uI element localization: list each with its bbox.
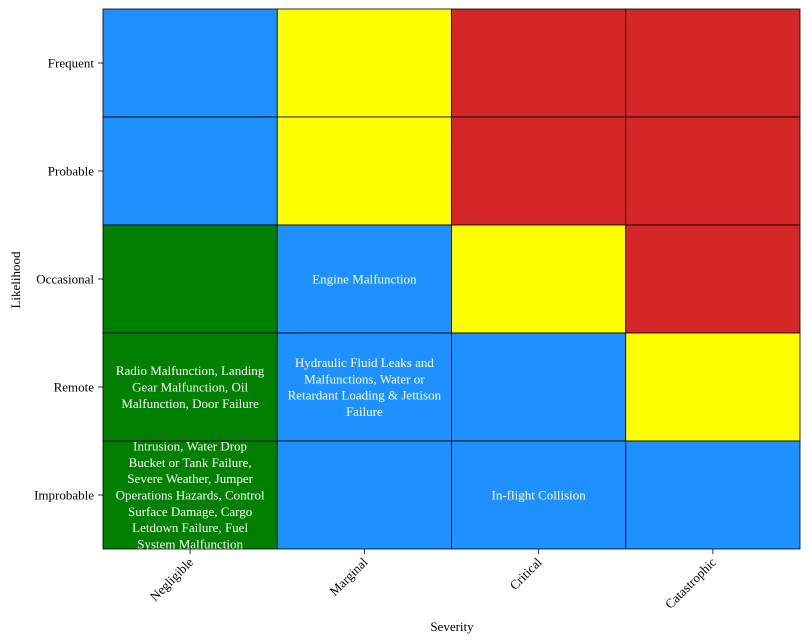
cell-annotation-remote-negligible: Radio Malfunction, Landing Gear Malfuncti… — [116, 363, 265, 411]
cell-occasional-negligible — [102, 224, 278, 334]
cell-annotation-line: Malfunctions, Water or — [304, 371, 425, 386]
cell-annotation-improbable-critical: In-flight Collision — [492, 488, 587, 503]
cell-annotation-line: Operations Hazards, Control — [116, 488, 265, 503]
cell-frequent-marginal — [276, 8, 452, 118]
cell-annotation-line: Surface Damage, Cargo — [128, 504, 252, 519]
cell-annotation-line: Radio Malfunction, Landing — [116, 363, 265, 378]
cell-annotation-line: Bucket or Tank Failure, — [129, 455, 252, 470]
cell-improbable-catastrophic — [625, 440, 801, 550]
cell-frequent-negligible — [102, 8, 278, 118]
cell-annotation-occasional-marginal: Engine Malfunction — [312, 272, 417, 287]
cell-annotation-line: In-flight Collision — [492, 488, 587, 503]
cell-remote-catastrophic — [625, 332, 801, 442]
cell-annotation-line: Failure — [346, 404, 383, 419]
cell-probable-catastrophic — [625, 116, 801, 226]
cell-frequent-critical — [451, 8, 627, 118]
y-axis-title: Likelihood — [8, 251, 23, 309]
cell-improbable-critical — [451, 440, 627, 550]
cell-annotation-line: Retardant Loading & Jettison — [288, 388, 442, 403]
y-tick-label-probable: Probable — [48, 164, 94, 179]
y-axis-ticks: Frequent Probable Occasional Remote Improbab… — [34, 56, 103, 503]
heatmap-cells — [102, 8, 801, 550]
cell-occasional-catastrophic — [625, 224, 801, 334]
cell-annotation-line: Intrusion, Water Drop — [133, 439, 247, 454]
cell-probable-critical — [451, 116, 627, 226]
x-tick-label-catastrophic: Catastrophic — [662, 554, 719, 611]
cell-labels: Engine Malfunction Radio Malfunction, Lan… — [116, 272, 587, 552]
cell-annotation-line: System Malfunction — [137, 536, 243, 551]
cell-annotation-improbable-negligible: Intrusion, Water Drop Bucket or Tank Fail… — [116, 439, 265, 552]
cell-annotation-line: Severe Weather, Jumper — [127, 471, 253, 486]
cell-annotation-line: Malfunction, Door Failure — [121, 396, 259, 411]
cell-remote-critical — [451, 332, 627, 442]
x-tick-label-marginal: Marginal — [326, 554, 370, 598]
x-axis-title: Severity — [430, 619, 474, 634]
cell-probable-negligible — [102, 116, 278, 226]
cell-occasional-critical — [451, 224, 627, 334]
cell-improbable-negligible — [102, 440, 278, 550]
cell-annotation-line: Hydraulic Fluid Leaks and — [295, 355, 434, 370]
x-axis-ticks: Negligible Marginal Critical Catastrophic — [147, 549, 719, 612]
y-tick-label-remote: Remote — [54, 380, 95, 395]
cell-annotation-line: Letdown Failure, Fuel — [132, 520, 248, 535]
cell-improbable-marginal — [276, 440, 452, 550]
cell-frequent-catastrophic — [625, 8, 801, 118]
cell-annotation-line: Engine Malfunction — [312, 272, 417, 287]
cell-remote-marginal — [276, 332, 452, 442]
y-tick-label-improbable: Improbable — [34, 488, 94, 503]
y-tick-label-frequent: Frequent — [48, 56, 95, 71]
cell-occasional-marginal — [276, 224, 452, 334]
cell-remote-negligible — [102, 332, 278, 442]
cell-annotation-remote-marginal: Hydraulic Fluid Leaks and Malfunctions, W… — [288, 355, 442, 419]
x-tick-label-critical: Critical — [507, 554, 545, 592]
y-tick-label-occasional: Occasional — [36, 272, 94, 287]
cell-probable-marginal — [276, 116, 452, 226]
x-tick-label-negligible: Negligible — [147, 554, 197, 604]
cell-annotation-line: Gear Malfunction, Oil — [132, 380, 248, 395]
